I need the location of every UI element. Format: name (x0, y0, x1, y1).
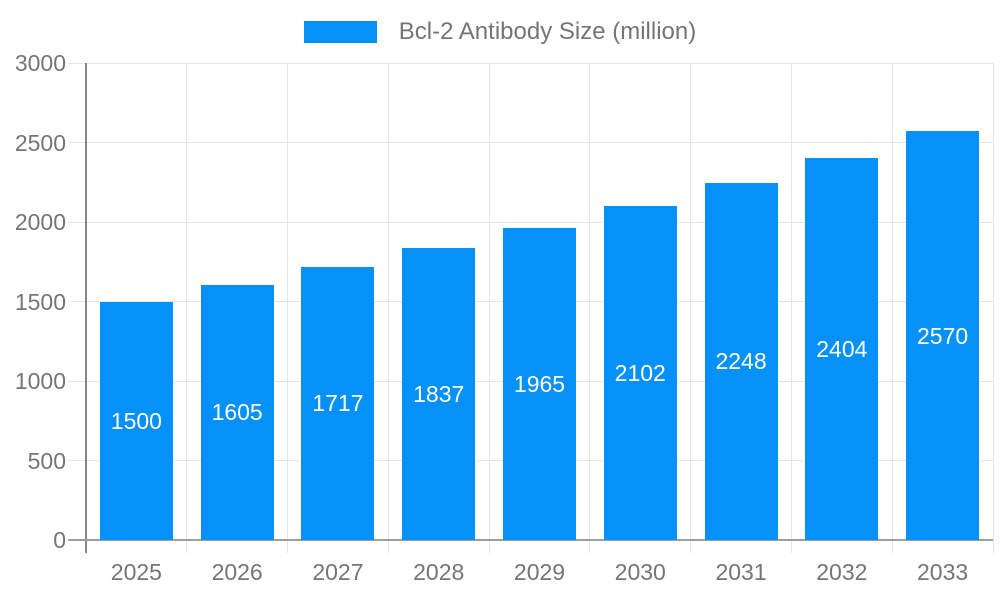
y-axis-label: 1500 (14, 288, 66, 315)
bar-value-label: 2570 (917, 322, 969, 349)
x-axis-label: 2027 (312, 559, 364, 585)
v-gridline (992, 63, 994, 540)
x-axis-tick (488, 540, 490, 553)
y-axis-tick (68, 380, 86, 382)
y-axis-label: 3000 (14, 50, 66, 76)
x-axis-label: 2028 (413, 559, 465, 585)
h-gridline (86, 62, 993, 64)
bar-value-label: 2102 (614, 359, 666, 386)
x-axis-label: 2033 (917, 559, 969, 585)
x-axis-label: 2025 (110, 559, 162, 585)
x-axis-label: 2029 (513, 559, 566, 585)
bar: 2404 (805, 157, 879, 540)
y-axis-label: 2000 (14, 209, 66, 235)
v-gridline (488, 63, 490, 540)
v-gridline (287, 63, 289, 540)
y-axis-label: 2500 (14, 129, 66, 156)
x-axis-label: 2032 (816, 559, 868, 585)
x-axis-label: 2030 (614, 559, 666, 585)
v-gridline (891, 63, 893, 540)
y-axis-tick (68, 301, 86, 302)
v-gridline (690, 63, 692, 540)
y-axis-label: 1000 (14, 368, 66, 394)
y-axis-label: 0 (53, 527, 66, 553)
bar: 1837 (402, 247, 476, 540)
legend-swatch (303, 21, 377, 43)
bar-value-label: 1605 (211, 399, 263, 426)
bar: 1965 (503, 227, 576, 540)
x-axis-label: 2026 (211, 559, 263, 585)
x-axis-tick (891, 540, 893, 553)
x-axis-label: 2031 (715, 559, 767, 585)
y-axis-tick (68, 221, 86, 223)
y-axis-label: 500 (27, 447, 66, 474)
x-axis-tick (589, 540, 591, 553)
bar-value-label: 1965 (513, 370, 566, 397)
x-axis-tick (387, 540, 389, 553)
bar-value-label: 1717 (312, 390, 364, 417)
x-axis-tick (790, 540, 792, 553)
bar: 1500 (99, 301, 173, 540)
bar: 1605 (200, 284, 274, 540)
x-axis-tick (690, 540, 692, 553)
chart-legend: Bcl-2 Antibody Size (million) (0, 14, 1000, 50)
x-axis-tick (992, 540, 994, 553)
bar-value-label: 2404 (816, 335, 868, 362)
bar: 2570 (906, 131, 980, 540)
x-axis-tick (287, 540, 289, 553)
y-axis-tick (68, 62, 86, 64)
y-axis-line (85, 63, 87, 553)
x-axis-line (68, 539, 993, 541)
x-axis-tick (186, 540, 188, 553)
v-gridline (790, 63, 792, 540)
bar-value-label: 1837 (413, 380, 465, 407)
legend-label: Bcl-2 Antibody Size (million) (398, 18, 697, 45)
v-gridline (387, 63, 389, 540)
y-axis-tick (68, 460, 86, 461)
bar: 2102 (603, 205, 677, 540)
h-gridline (86, 221, 993, 223)
bar-value-label: 2248 (715, 348, 767, 375)
bar-value-label: 1500 (110, 407, 162, 434)
v-gridline (186, 63, 188, 540)
bar: 1717 (301, 266, 375, 540)
v-gridline (589, 63, 591, 540)
y-axis-tick (68, 142, 86, 143)
bar: 2248 (704, 182, 778, 540)
h-gridline (86, 142, 993, 143)
